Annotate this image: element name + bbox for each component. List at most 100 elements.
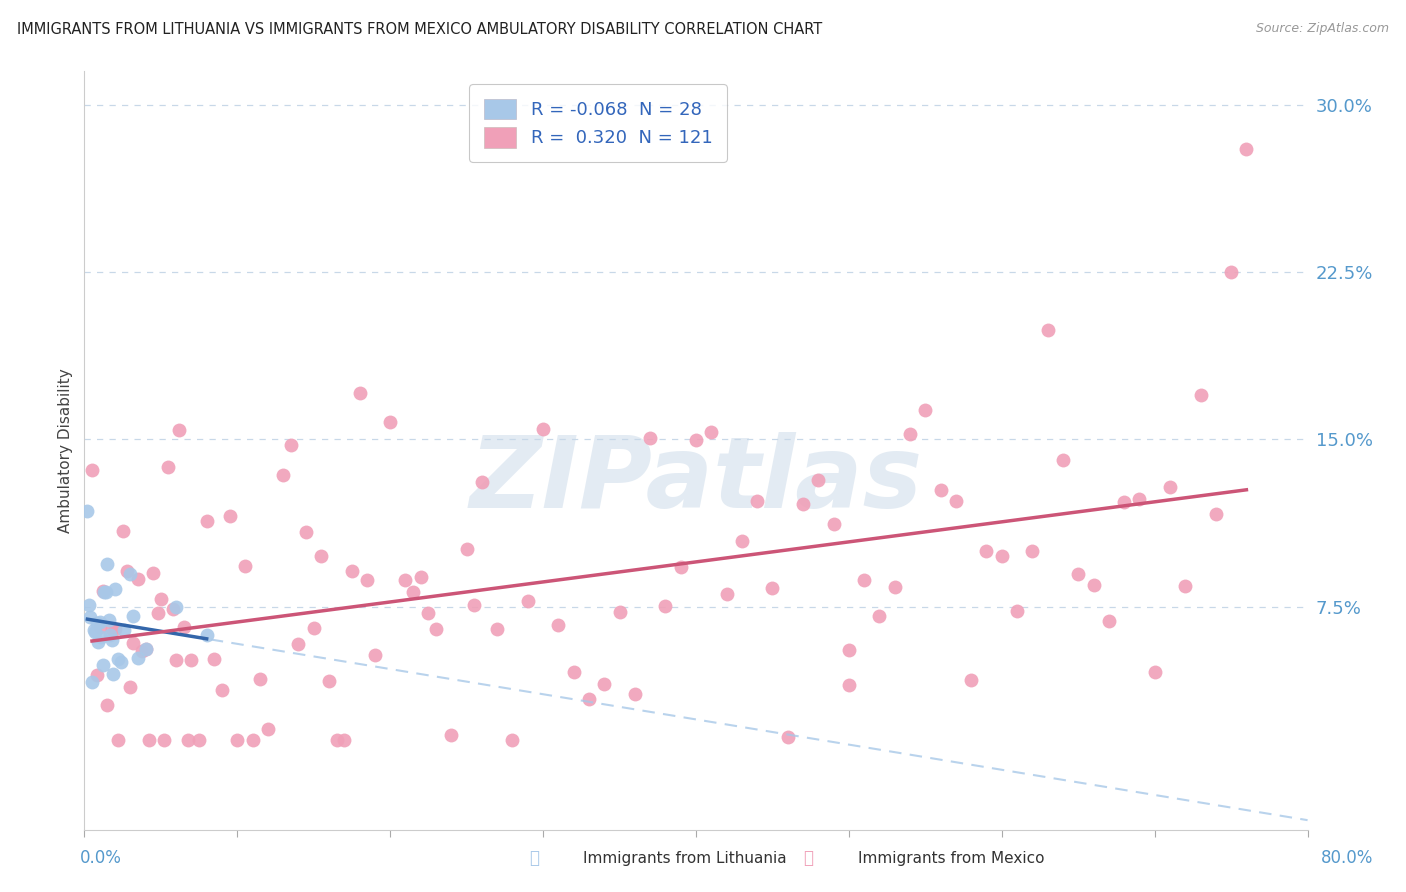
Point bbox=[960, 673, 983, 688]
Text: Immigrants from Lithuania: Immigrants from Lithuania bbox=[583, 852, 787, 866]
Text: ⬜: ⬜ bbox=[803, 849, 814, 867]
Point bbox=[165, 653, 187, 667]
Point bbox=[1174, 579, 1197, 593]
Point bbox=[394, 573, 416, 587]
Point bbox=[93, 584, 115, 599]
Point bbox=[991, 549, 1014, 563]
Point bbox=[91, 584, 114, 599]
Point bbox=[700, 425, 723, 439]
Point bbox=[776, 730, 799, 744]
Point bbox=[167, 423, 190, 437]
Point bbox=[242, 733, 264, 747]
Point bbox=[104, 622, 127, 636]
Point bbox=[853, 573, 876, 587]
Point bbox=[149, 591, 172, 606]
Point bbox=[425, 622, 447, 636]
Point bbox=[1128, 491, 1150, 506]
Point bbox=[883, 580, 905, 594]
Text: ⬜: ⬜ bbox=[529, 849, 540, 867]
Point bbox=[138, 733, 160, 747]
Text: ZIPatlas: ZIPatlas bbox=[470, 433, 922, 529]
Point bbox=[318, 674, 340, 689]
Point bbox=[90, 630, 112, 644]
Point bbox=[1005, 604, 1028, 618]
Point bbox=[80, 463, 103, 477]
Point bbox=[79, 610, 101, 624]
Point bbox=[280, 438, 302, 452]
Point bbox=[84, 625, 107, 640]
Point bbox=[380, 415, 402, 429]
Point bbox=[107, 733, 129, 747]
Point bbox=[1114, 495, 1136, 509]
Point bbox=[340, 564, 363, 578]
Point bbox=[976, 544, 998, 558]
Text: 80.0%: 80.0% bbox=[1320, 849, 1374, 867]
Point bbox=[945, 493, 967, 508]
Point bbox=[418, 606, 440, 620]
Point bbox=[233, 559, 256, 574]
Point bbox=[103, 666, 125, 681]
Point bbox=[731, 533, 754, 548]
Point bbox=[76, 503, 98, 517]
Point bbox=[1036, 323, 1059, 337]
Point bbox=[1021, 544, 1043, 558]
Point bbox=[1205, 508, 1227, 522]
Point bbox=[624, 687, 647, 701]
Point bbox=[101, 622, 124, 636]
Point bbox=[402, 585, 425, 599]
Point bbox=[1098, 614, 1121, 628]
Point bbox=[120, 566, 142, 581]
Point bbox=[226, 733, 249, 747]
Point bbox=[91, 657, 114, 672]
Text: Immigrants from Mexico: Immigrants from Mexico bbox=[858, 852, 1045, 866]
Point bbox=[311, 549, 333, 563]
Point bbox=[792, 497, 814, 511]
Point bbox=[654, 599, 676, 613]
Point bbox=[287, 636, 309, 650]
Point bbox=[195, 628, 218, 642]
Point bbox=[107, 652, 129, 666]
Point bbox=[96, 698, 118, 712]
Point bbox=[146, 606, 169, 620]
Point bbox=[135, 642, 157, 657]
Point bbox=[89, 615, 111, 630]
Point bbox=[463, 599, 485, 613]
Point bbox=[202, 652, 225, 666]
Point bbox=[110, 655, 132, 669]
Point bbox=[257, 723, 280, 737]
Point bbox=[188, 733, 211, 747]
Point bbox=[127, 572, 149, 586]
Text: IMMIGRANTS FROM LITHUANIA VS IMMIGRANTS FROM MEXICO AMBULATORY DISABILITY CORREL: IMMIGRANTS FROM LITHUANIA VS IMMIGRANTS … bbox=[17, 22, 823, 37]
Point bbox=[162, 602, 184, 616]
Point bbox=[142, 566, 165, 580]
Point bbox=[98, 628, 121, 642]
Point bbox=[669, 560, 692, 574]
Point bbox=[295, 524, 318, 539]
Point bbox=[547, 618, 569, 632]
Point bbox=[83, 623, 105, 637]
Point bbox=[1083, 578, 1105, 592]
Point bbox=[120, 680, 142, 694]
Point bbox=[440, 728, 463, 742]
Text: 0.0%: 0.0% bbox=[80, 849, 122, 867]
Point bbox=[869, 608, 891, 623]
Point bbox=[94, 585, 117, 599]
Point bbox=[89, 620, 111, 634]
Point bbox=[127, 651, 149, 665]
Point bbox=[349, 386, 371, 401]
Point bbox=[1189, 388, 1212, 402]
Point bbox=[122, 636, 145, 650]
Point bbox=[838, 678, 860, 692]
Point bbox=[87, 634, 110, 648]
Point bbox=[685, 433, 707, 447]
Point bbox=[578, 692, 600, 706]
Point bbox=[80, 675, 103, 690]
Point bbox=[761, 581, 783, 595]
Point bbox=[409, 570, 432, 584]
Point bbox=[456, 542, 478, 557]
Point bbox=[86, 667, 108, 681]
Point bbox=[1143, 665, 1166, 679]
Point bbox=[716, 587, 738, 601]
Point bbox=[177, 733, 200, 747]
Point bbox=[218, 509, 240, 524]
